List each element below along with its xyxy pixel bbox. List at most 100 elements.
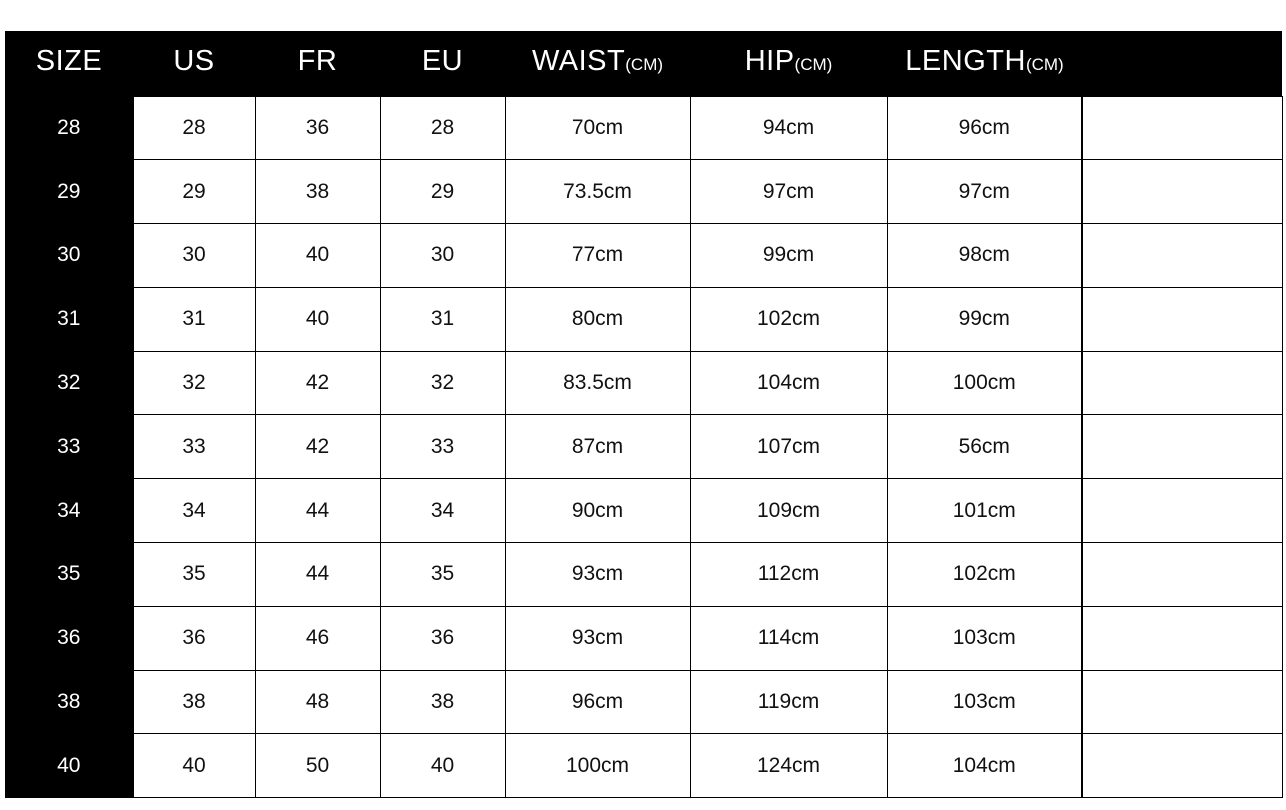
column-header-size: SIZE <box>5 31 133 96</box>
empty-cell <box>1082 733 1283 799</box>
cell-length: 100cm <box>887 351 1083 416</box>
cell-fr: 44 <box>255 478 381 544</box>
cell-eu: 36 <box>380 606 506 671</box>
column-header-us: US <box>133 31 255 96</box>
column-header-label: HIP <box>744 44 795 77</box>
size-label-cell: 28 <box>5 96 133 160</box>
cell-waist: 73.5cm <box>505 159 691 225</box>
table-row: 40 40 50 40 100cm 124cm 104cm <box>5 733 1283 799</box>
cell-fr: 42 <box>255 351 381 416</box>
column-header-length: LENGTH(CM) <box>887 31 1082 96</box>
cell-waist: 87cm <box>505 414 691 480</box>
size-label-cell: 32 <box>5 351 133 415</box>
column-header-label: EU <box>421 44 464 77</box>
empty-cell <box>1082 542 1283 607</box>
cell-eu: 31 <box>380 287 506 352</box>
column-header-label: WAIST <box>531 44 626 77</box>
cell-length: 97cm <box>887 159 1083 225</box>
cell-us: 36 <box>132 606 256 671</box>
cell-us: 40 <box>132 733 256 799</box>
cell-us: 38 <box>132 670 256 735</box>
cell-length: 56cm <box>887 414 1083 480</box>
cell-hip: 124cm <box>690 733 888 799</box>
column-header-unit: (CM) <box>625 54 664 74</box>
empty-cell <box>1082 351 1283 416</box>
cell-fr: 48 <box>255 670 381 735</box>
cell-hip: 94cm <box>690 95 888 161</box>
cell-fr: 40 <box>255 287 381 352</box>
cell-waist: 90cm <box>505 478 691 544</box>
cell-eu: 34 <box>380 478 506 544</box>
cell-us: 31 <box>132 287 256 352</box>
cell-us: 30 <box>132 223 256 288</box>
empty-cell <box>1082 287 1283 352</box>
column-header-label: SIZE <box>35 45 103 77</box>
size-chart: SIZE US FR EU WAIST(CM) HIP(CM) LENGTH(CM) 28 2… <box>5 31 1283 799</box>
cell-waist: 70cm <box>505 95 691 161</box>
cell-us: 28 <box>132 95 256 161</box>
cell-fr: 36 <box>255 95 381 161</box>
cell-length: 96cm <box>887 95 1083 161</box>
cell-waist: 93cm <box>505 606 691 671</box>
table-header: SIZE US FR EU WAIST(CM) HIP(CM) LENGTH(CM) <box>5 31 1282 96</box>
cell-us: 33 <box>132 414 256 480</box>
column-header-label: US <box>173 44 215 77</box>
cell-us: 32 <box>132 351 256 416</box>
cell-length: 103cm <box>887 670 1083 735</box>
empty-cell <box>1082 95 1283 161</box>
size-label-cell: 35 <box>5 542 133 607</box>
cell-fr: 40 <box>255 223 381 288</box>
empty-cell <box>1082 414 1283 480</box>
cell-hip: 104cm <box>690 351 888 416</box>
cell-hip: 99cm <box>690 223 888 288</box>
size-chart-table: SIZE US FR EU WAIST(CM) HIP(CM) LENGTH(CM) 28 2… <box>5 31 1283 799</box>
size-label-cell: 38 <box>5 670 133 734</box>
cell-waist: 80cm <box>505 287 691 352</box>
cell-length: 103cm <box>887 606 1083 671</box>
cell-hip: 102cm <box>690 287 888 352</box>
cell-fr: 44 <box>255 542 381 607</box>
cell-eu: 29 <box>380 159 506 225</box>
header-row: SIZE US FR EU WAIST(CM) HIP(CM) LENGTH(CM) <box>5 31 1282 96</box>
cell-hip: 119cm <box>690 670 888 735</box>
table-row: 29 29 38 29 73.5cm 97cm 97cm <box>5 159 1283 225</box>
empty-cell <box>1082 478 1283 544</box>
cell-us: 34 <box>132 478 256 544</box>
size-label-cell: 30 <box>5 223 133 288</box>
column-header-waist: WAIST(CM) <box>505 31 690 96</box>
column-header-eu: EU <box>380 31 505 96</box>
table-row: 32 32 42 32 83.5cm 104cm 100cm <box>5 351 1283 416</box>
size-label-cell: 40 <box>5 733 133 798</box>
table-row: 38 38 48 38 96cm 119cm 103cm <box>5 670 1283 735</box>
cell-eu: 35 <box>380 542 506 607</box>
cell-hip: 107cm <box>690 414 888 480</box>
empty-cell <box>1082 159 1283 225</box>
cell-eu: 38 <box>380 670 506 735</box>
empty-cell <box>1082 670 1283 735</box>
table-row: 33 33 42 33 87cm 107cm 56cm <box>5 414 1283 480</box>
empty-cell <box>1082 606 1283 671</box>
cell-eu: 40 <box>380 733 506 799</box>
cell-hip: 112cm <box>690 542 888 607</box>
cell-length: 98cm <box>887 223 1083 288</box>
cell-fr: 42 <box>255 414 381 480</box>
column-header-hip: HIP(CM) <box>690 31 887 96</box>
cell-length: 104cm <box>887 733 1083 799</box>
cell-waist: 93cm <box>505 542 691 607</box>
cell-eu: 33 <box>380 414 506 480</box>
cell-length: 99cm <box>887 287 1083 352</box>
cell-length: 102cm <box>887 542 1083 607</box>
column-header-unit: (CM) <box>794 54 833 74</box>
column-header-label: LENGTH <box>905 44 1026 77</box>
size-label-cell: 31 <box>5 287 133 352</box>
cell-waist: 77cm <box>505 223 691 288</box>
size-label-cell: 33 <box>5 414 133 479</box>
cell-fr: 46 <box>255 606 381 671</box>
cell-hip: 97cm <box>690 159 888 225</box>
column-header-label: FR <box>297 44 338 77</box>
table-row: 35 35 44 35 93cm 112cm 102cm <box>5 542 1283 607</box>
column-header-unit: (CM) <box>1025 54 1064 74</box>
table-body: 28 28 36 28 70cm 94cm 96cm 29 29 38 29 73.5cm 97cm 97… <box>5 95 1283 799</box>
column-header-blank <box>1082 31 1282 96</box>
cell-eu: 30 <box>380 223 506 288</box>
